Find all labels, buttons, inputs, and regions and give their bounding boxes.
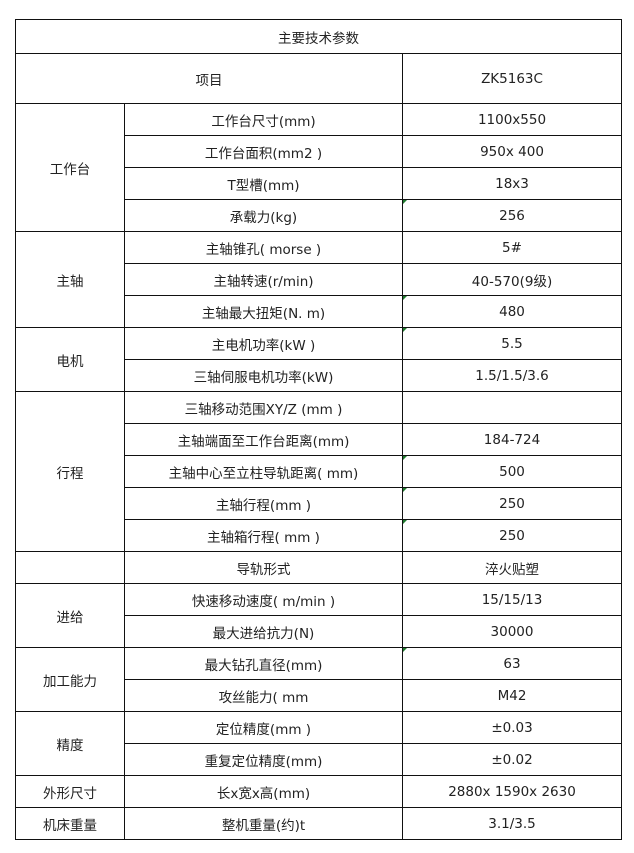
table-row: 承载力(kg) 256 (16, 199, 623, 232)
param-name: 攻丝能力( mm (124, 679, 403, 712)
param-value: 1.5/1.5/3.6 (401, 359, 623, 392)
header-model: ZK5163C (401, 53, 623, 104)
table-row: 主轴行程(mm ) 250 (16, 487, 623, 520)
param-value: 5# (401, 231, 623, 264)
param-name: 承载力(kg) (124, 199, 403, 232)
table-row: 行程 三轴移动范围XY/Z (mm ) (15, 391, 623, 552)
group-label: 工作台 (15, 103, 125, 232)
table-row: 主轴最大扭矩(N. m) 480 (16, 295, 623, 328)
param-value: 480 (401, 295, 623, 328)
table-row: 主轴箱行程( mm ) 250 (16, 519, 623, 552)
param-name: 工作台面积(mm2 ) (124, 135, 403, 168)
group-label: 机床重量 (15, 807, 125, 840)
group-label: 加工能力 (15, 647, 125, 712)
table-row: 主轴中心至立柱导轨距离( mm) 500 (16, 455, 623, 488)
group-label: 行程 (15, 391, 125, 552)
param-value: ±0.03 (401, 711, 623, 744)
table-row: 攻丝能力( mm M42 (16, 679, 623, 712)
param-value: 30000 (401, 615, 623, 648)
param-value: 3.1/3.5 (401, 807, 623, 840)
group-label: 电机 (15, 327, 125, 392)
param-value: 5.5 (401, 327, 623, 360)
param-value: 500 (401, 455, 623, 488)
param-name: 主轴最大扭矩(N. m) (124, 295, 403, 328)
param-name: 最大钻孔直径(mm) (124, 647, 403, 680)
param-name: 快速移动速度( m/min ) (124, 583, 403, 616)
param-value: 184-724 (401, 423, 623, 456)
param-name: 整机重量(约)t (124, 807, 403, 840)
param-value: 15/15/13 (401, 583, 623, 616)
param-name: 重复定位精度(mm) (124, 743, 403, 776)
param-name: 三轴移动范围XY/Z (mm ) (124, 391, 403, 424)
param-value: ±0.02 (401, 743, 623, 776)
table-row: 主轴 主轴锥孔( morse ) 5# (15, 231, 623, 328)
table-row: 工作台 工作台尺寸(mm) 1100x550 (15, 103, 623, 232)
table-row: T型槽(mm) 18x3 (16, 167, 623, 200)
table-row: 机床重量 整机重量(约)t 3.1/3.5 (15, 807, 623, 840)
param-name: 导轨形式 (124, 551, 403, 584)
param-value: 2880x 1590x 2630 (401, 775, 623, 808)
spec-table: 主要技术参数 项目 ZK5163C 工作台 工作台尺寸(mm) 1100x550 工作… (14, 19, 623, 840)
param-value: 63 (401, 647, 623, 680)
param-value: 淬火贴塑 (401, 551, 623, 584)
table-row: 导轨形式 淬火贴塑 (15, 551, 623, 584)
param-name: 主电机功率(kW ) (124, 327, 403, 360)
param-value: 256 (401, 199, 623, 232)
param-name: 主轴端面至工作台距离(mm) (124, 423, 403, 456)
param-name: T型槽(mm) (124, 167, 403, 200)
param-value (401, 391, 623, 424)
header-item: 项目 (15, 53, 403, 104)
param-value: M42 (401, 679, 623, 712)
group-label (15, 551, 125, 584)
table-row: 进给 快速移动速度( m/min ) 15/15/13 (15, 583, 623, 648)
param-name: 主轴箱行程( mm ) (124, 519, 403, 552)
table-row: 电机 主电机功率(kW ) 5.5 (15, 327, 623, 392)
param-name: 主轴锥孔( morse ) (124, 231, 403, 264)
table-row: 主轴端面至工作台距离(mm) 184-724 (16, 423, 623, 456)
table-row: 工作台面积(mm2 ) 950x 400 (16, 135, 623, 168)
param-name: 工作台尺寸(mm) (124, 103, 403, 136)
param-value: 18x3 (401, 167, 623, 200)
group-label: 主轴 (15, 231, 125, 328)
param-value: 40-570(9级) (401, 263, 623, 296)
param-value: 250 (401, 519, 623, 552)
param-name: 最大进给抗力(N) (124, 615, 403, 648)
table-row: 外形尺寸 长x宽x高(mm) 2880x 1590x 2630 (15, 775, 623, 808)
param-value: 250 (401, 487, 623, 520)
param-value: 1100x550 (401, 103, 623, 136)
table-row: 三轴伺服电机功率(kW) 1.5/1.5/3.6 (16, 359, 623, 392)
param-name: 主轴行程(mm ) (124, 487, 403, 520)
param-name: 主轴中心至立柱导轨距离( mm) (124, 455, 403, 488)
param-name: 三轴伺服电机功率(kW) (124, 359, 403, 392)
group-label: 外形尺寸 (15, 775, 125, 808)
param-value: 950x 400 (401, 135, 623, 168)
param-name: 定位精度(mm ) (124, 711, 403, 744)
group-label: 进给 (15, 583, 125, 648)
param-name: 主轴转速(r/min) (124, 263, 403, 296)
table-row: 精度 定位精度(mm ) ±0.03 (15, 711, 623, 776)
table-row: 主轴转速(r/min) 40-570(9级) (16, 263, 623, 296)
table-row: 加工能力 最大钻孔直径(mm) 63 (15, 647, 623, 712)
table-title: 主要技术参数 (14, 19, 623, 54)
group-label: 精度 (15, 711, 125, 776)
param-name: 长x宽x高(mm) (124, 775, 403, 808)
